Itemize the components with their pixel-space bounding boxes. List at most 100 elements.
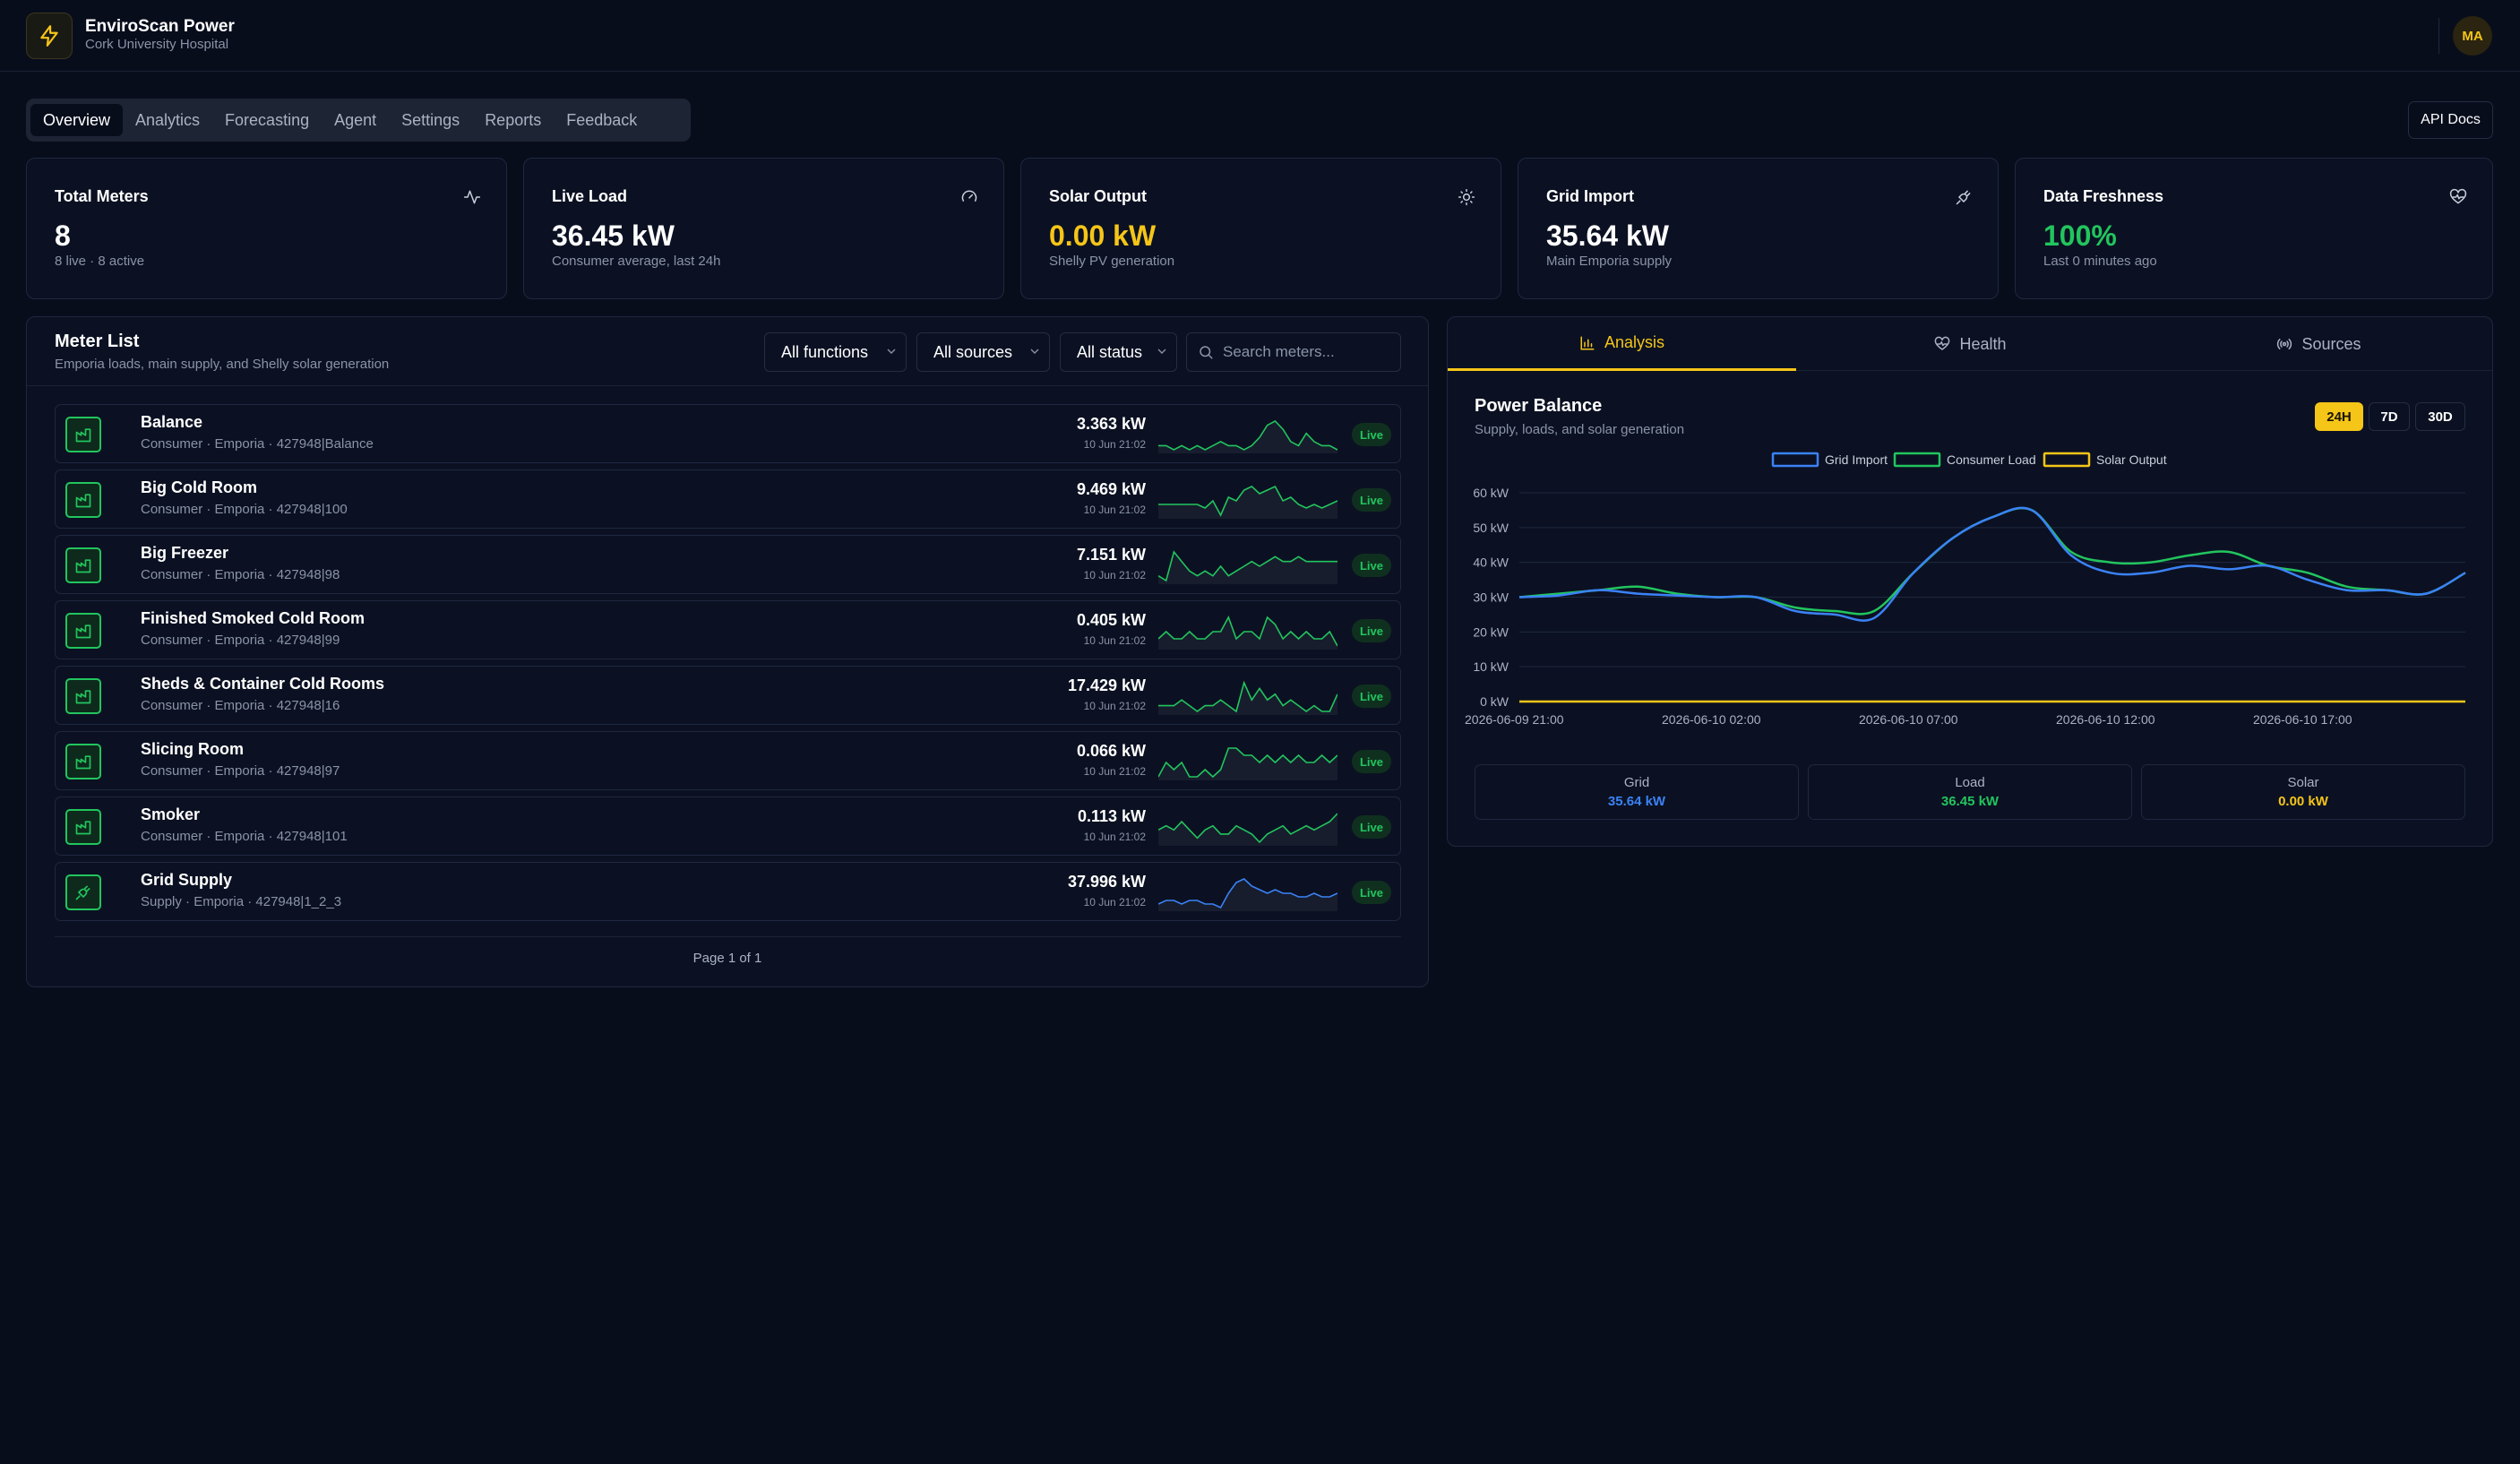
factory-icon	[65, 417, 101, 452]
stat-sub: Shelly PV generation	[1049, 254, 1175, 269]
summary-solar: Solar 0.00 kW	[2141, 764, 2465, 820]
tab-analysis[interactable]: Analysis	[1448, 317, 1796, 371]
functions-filter[interactable]: All functions	[764, 332, 907, 372]
meter-list-subtitle: Emporia loads, main supply, and Shelly s…	[55, 357, 390, 372]
tab-agent[interactable]: Agent	[334, 110, 377, 129]
tab-health-label: Health	[1959, 334, 2007, 353]
series-line-grid-import	[1518, 506, 2466, 622]
analysis-tabs: Analysis Health Sources	[1448, 317, 2492, 371]
summary-label: Grid	[1623, 775, 1650, 790]
meter-row[interactable]: Smoker Consumer · Emporia · 427948|101 0.1…	[55, 797, 1401, 856]
meter-row[interactable]: Finished Smoked Cold Room Consumer · Empo…	[55, 600, 1401, 659]
sources-filter[interactable]: All sources	[916, 332, 1050, 372]
tab-reports[interactable]: Reports	[485, 110, 542, 129]
y-tick-label: 40 kW	[1473, 555, 1509, 570]
meter-row[interactable]: Sheds & Container Cold Rooms Consumer · E…	[55, 666, 1401, 725]
sparkline-area	[1158, 814, 1337, 846]
meter-row[interactable]: Balance Consumer · Emporia · 427948|Balan…	[55, 404, 1401, 463]
live-badge: Live	[1351, 554, 1391, 577]
tab-settings[interactable]: Settings	[401, 110, 460, 129]
stat-title: Total Meters	[55, 187, 149, 205]
meter-meta: Consumer · Emporia · 427948|16	[141, 698, 340, 713]
meter-value: 0.405 kW	[1076, 611, 1146, 629]
tab-health[interactable]: Health	[1796, 317, 2145, 371]
sparkline-line	[1158, 616, 1337, 647]
stat-sub: Last 0 minutes ago	[2043, 254, 2157, 269]
y-tick-label: 30 kW	[1473, 590, 1509, 605]
stat-card-data-freshness: Data Freshness 100% Last 0 minutes ago	[2015, 158, 2493, 299]
x-tick-label: 2026-06-10 07:00	[1859, 712, 1958, 727]
sparkline-line	[1158, 550, 1337, 582]
stat-card-solar-output: Solar Output 0.00 kW Shelly PV generatio…	[1020, 158, 1501, 299]
lightning-bolt-icon	[40, 25, 58, 47]
stat-value: 8	[55, 220, 71, 252]
stat-sub: Consumer average, last 24h	[552, 254, 721, 269]
meter-meta: Consumer · Emporia · 427948|98	[141, 567, 340, 582]
tab-sources[interactable]: Sources	[2145, 317, 2493, 371]
status-filter[interactable]: All status	[1060, 332, 1177, 372]
meter-name: Smoker	[141, 805, 201, 823]
search-box	[1186, 332, 1401, 372]
summary-label: Solar	[2287, 775, 2319, 790]
sparkline	[1158, 550, 1337, 584]
legend-label: Grid Import	[1825, 452, 1888, 467]
meter-value: 0.113 kW	[1077, 807, 1146, 825]
series-line-consumer-load	[1518, 506, 2466, 616]
bar-chart-icon	[1580, 336, 1595, 349]
header-divider	[2438, 18, 2439, 54]
stat-sub: 8 live · 8 active	[55, 254, 145, 269]
stat-value: 35.64 kW	[1546, 220, 1669, 252]
meter-value: 7.151 kW	[1076, 546, 1146, 564]
stat-title: Data Freshness	[2043, 187, 2164, 205]
meter-name: Big Freezer	[141, 544, 229, 562]
live-badge: Live	[1351, 423, 1391, 446]
status-filter-label: All status	[1077, 342, 1143, 361]
chevron-down-icon	[1030, 349, 1039, 354]
factory-icon	[65, 678, 101, 714]
factory-icon	[65, 809, 101, 845]
user-avatar[interactable]: MA	[2453, 16, 2492, 56]
stat-card-live-load: Live Load 36.45 kW Consumer average, las…	[523, 158, 1004, 299]
meter-row[interactable]: Big Cold Room Consumer · Emporia · 427948…	[55, 469, 1401, 529]
factory-icon	[65, 744, 101, 779]
range-30d-button[interactable]: 30D	[2415, 402, 2465, 431]
range-24h-button[interactable]: 24H	[2315, 402, 2363, 431]
tab-forecasting[interactable]: Forecasting	[225, 110, 310, 129]
meter-list-divider	[55, 936, 1401, 937]
sparkline	[1158, 420, 1337, 453]
live-badge: Live	[1351, 685, 1391, 708]
api-docs-button[interactable]: API Docs	[2408, 101, 2493, 139]
meter-meta: Consumer · Emporia · 427948|97	[141, 763, 340, 779]
meter-meta: Consumer · Emporia · 427948|101	[141, 829, 348, 844]
y-tick-label: 60 kW	[1473, 486, 1509, 500]
meter-meta: Consumer · Emporia · 427948|100	[141, 502, 348, 517]
meter-timestamp: 10 Jun 21:02	[1083, 504, 1146, 516]
summary-label: Load	[1955, 775, 1985, 790]
meter-name: Slicing Room	[141, 740, 245, 758]
summary-value: 35.64 kW	[1607, 794, 1666, 809]
meter-list-header: Meter List Emporia loads, main supply, a…	[27, 317, 1428, 386]
x-tick-label: 2026-06-09 21:00	[1465, 712, 1564, 727]
live-badge: Live	[1351, 750, 1391, 773]
meter-name: Balance	[141, 413, 203, 431]
meter-row[interactable]: Big Freezer Consumer · Emporia · 427948|9…	[55, 535, 1401, 594]
meter-row[interactable]: Slicing Room Consumer · Emporia · 427948|…	[55, 731, 1401, 790]
legend-swatch	[2043, 452, 2091, 468]
range-7d-button[interactable]: 7D	[2369, 402, 2410, 431]
y-tick-label: 10 kW	[1473, 659, 1509, 674]
sparkline-line	[1158, 747, 1337, 779]
stat-title: Solar Output	[1049, 187, 1147, 205]
live-badge: Live	[1351, 619, 1391, 642]
sparkline-line	[1158, 813, 1337, 844]
meter-row[interactable]: Grid Supply Supply · Emporia · 427948|1_2…	[55, 862, 1401, 921]
logo[interactable]	[26, 13, 73, 59]
tab-feedback[interactable]: Feedback	[566, 110, 638, 129]
sparkline-area	[1158, 748, 1337, 780]
stat-sub: Main Emporia supply	[1546, 254, 1673, 269]
search-input[interactable]	[1223, 343, 1393, 361]
tab-analytics[interactable]: Analytics	[135, 110, 201, 129]
meter-list-title: Meter List	[55, 332, 140, 351]
legend-swatch	[1893, 452, 1941, 468]
tab-overview[interactable]: Overview	[30, 104, 124, 136]
chevron-down-icon	[887, 349, 896, 354]
